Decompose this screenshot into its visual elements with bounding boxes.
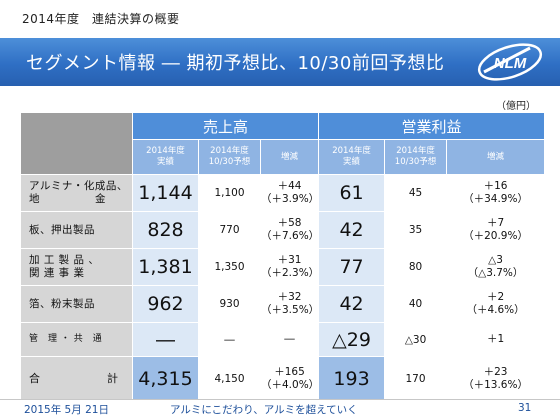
total-sales-forecast-value: 4,150 — [198, 356, 261, 401]
footer-date: 2015年 5月 21日 — [24, 404, 109, 416]
profit-change-value: △3 （△3.7%） — [446, 248, 546, 286]
profit-change-value: ＋16 （＋34.9%） — [446, 174, 546, 212]
profit-forecast-value: 35 — [384, 211, 448, 249]
profit-change-value: ＋1 — [446, 322, 546, 357]
table-row: 板、押出製品 828 770 ＋58 （＋7.6%） 42 35 ＋7 （＋20.9… — [20, 211, 546, 249]
subheader-profit-actual: 2014年度 実績 — [318, 139, 386, 175]
group-header-profit: 営業利益 — [318, 112, 546, 140]
logo-text: NLM — [494, 55, 527, 72]
sales-actual-value: 1,144 — [132, 174, 199, 212]
segment-table: 売上高 営業利益 2014年度 実績 2014年度 10/30予想 増減 2014年… — [20, 112, 546, 401]
sales-change-value: ― — [259, 322, 320, 357]
sales-forecast-value: 930 — [198, 285, 261, 323]
subheader-profit-forecast: 2014年度 10/30予想 — [384, 139, 448, 175]
profit-forecast-value: △30 — [384, 322, 448, 357]
total-label: 合計 — [20, 356, 133, 401]
slide-title: セグメント情報 ― 期初予想比、10/30前回予想比 — [26, 53, 445, 74]
subheader-sales-actual: 2014年度 実績 — [132, 139, 199, 175]
table-row: 加 工 製 品 、関 連 事 業 1,381 1,350 ＋31 （＋2.3%） … — [20, 248, 546, 286]
sales-change-value: ＋44 （＋3.9%） — [259, 174, 320, 212]
company-logo: NLM — [477, 43, 543, 81]
sales-change-value: ＋31 （＋2.3%） — [259, 248, 320, 286]
footer-slogan: アルミにこだわり、アルミを超えていく — [170, 404, 358, 416]
profit-forecast-value: 40 — [384, 285, 448, 323]
sales-forecast-value: 1,350 — [198, 248, 261, 286]
subheader-sales-change: 増減 — [259, 139, 320, 175]
subheader-sales-forecast: 2014年度 10/30予想 — [198, 139, 261, 175]
profit-actual-value: 42 — [318, 211, 386, 249]
sales-forecast-value: 770 — [198, 211, 261, 249]
total-sales-change-value: ＋165 （＋4.0%） — [259, 356, 320, 401]
sales-change-value: ＋58 （＋7.6%） — [259, 211, 320, 249]
profit-actual-value: 61 — [318, 174, 386, 212]
table-row: 箔、粉末製品 962 930 ＋32 （＋3.5%） 42 40 ＋2 （＋4.6%… — [20, 285, 546, 323]
sales-actual-value: 962 — [132, 285, 199, 323]
profit-change-value: ＋2 （＋4.6%） — [446, 285, 546, 323]
total-profit-change-value: ＋23 （＋13.6%） — [446, 356, 546, 401]
row-label: アルミナ・化成品、地 金 — [20, 174, 133, 212]
profit-actual-value: △29 — [318, 322, 386, 357]
footer-divider — [0, 399, 560, 400]
subheader-profit-change: 増減 — [446, 139, 546, 175]
profit-actual-value: 42 — [318, 285, 386, 323]
header-blank-cell — [20, 112, 133, 175]
total-sales-actual-value: 4,315 — [132, 356, 199, 401]
sales-actual-value: 828 — [132, 211, 199, 249]
sales-change-value: ＋32 （＋3.5%） — [259, 285, 320, 323]
table-row: アルミナ・化成品、地 金 1,144 1,100 ＋44 （＋3.9%） 61 4… — [20, 174, 546, 212]
row-label: 管 理 ・ 共 通 — [20, 322, 133, 357]
sales-actual-value: ― — [132, 322, 199, 357]
title-bar: セグメント情報 ― 期初予想比、10/30前回予想比 NLM — [0, 38, 560, 86]
row-label: 板、押出製品 — [20, 211, 133, 249]
profit-forecast-value: 80 — [384, 248, 448, 286]
total-profit-actual-value: 193 — [318, 356, 386, 401]
total-row: 合計 4,315 4,150 ＋165 （＋4.0%） 193 170 ＋23 （＋… — [20, 356, 546, 401]
total-profit-forecast-value: 170 — [384, 356, 448, 401]
profit-change-value: ＋7 （＋20.9%） — [446, 211, 546, 249]
profit-forecast-value: 45 — [384, 174, 448, 212]
row-label: 箔、粉末製品 — [20, 285, 133, 323]
table-row: 管 理 ・ 共 通 ― ― ― △29 △30 ＋1 — [20, 322, 546, 357]
sales-forecast-value: ― — [198, 322, 261, 357]
slide-caption: 2014年度 連結決算の概要 — [22, 12, 180, 26]
profit-actual-value: 77 — [318, 248, 386, 286]
unit-label: （億円） — [496, 101, 536, 112]
page-number: 31 — [518, 402, 532, 414]
group-header-sales: 売上高 — [131, 112, 320, 140]
row-label: 加 工 製 品 、関 連 事 業 — [20, 248, 133, 286]
sales-forecast-value: 1,100 — [198, 174, 261, 212]
sales-actual-value: 1,381 — [132, 248, 199, 286]
